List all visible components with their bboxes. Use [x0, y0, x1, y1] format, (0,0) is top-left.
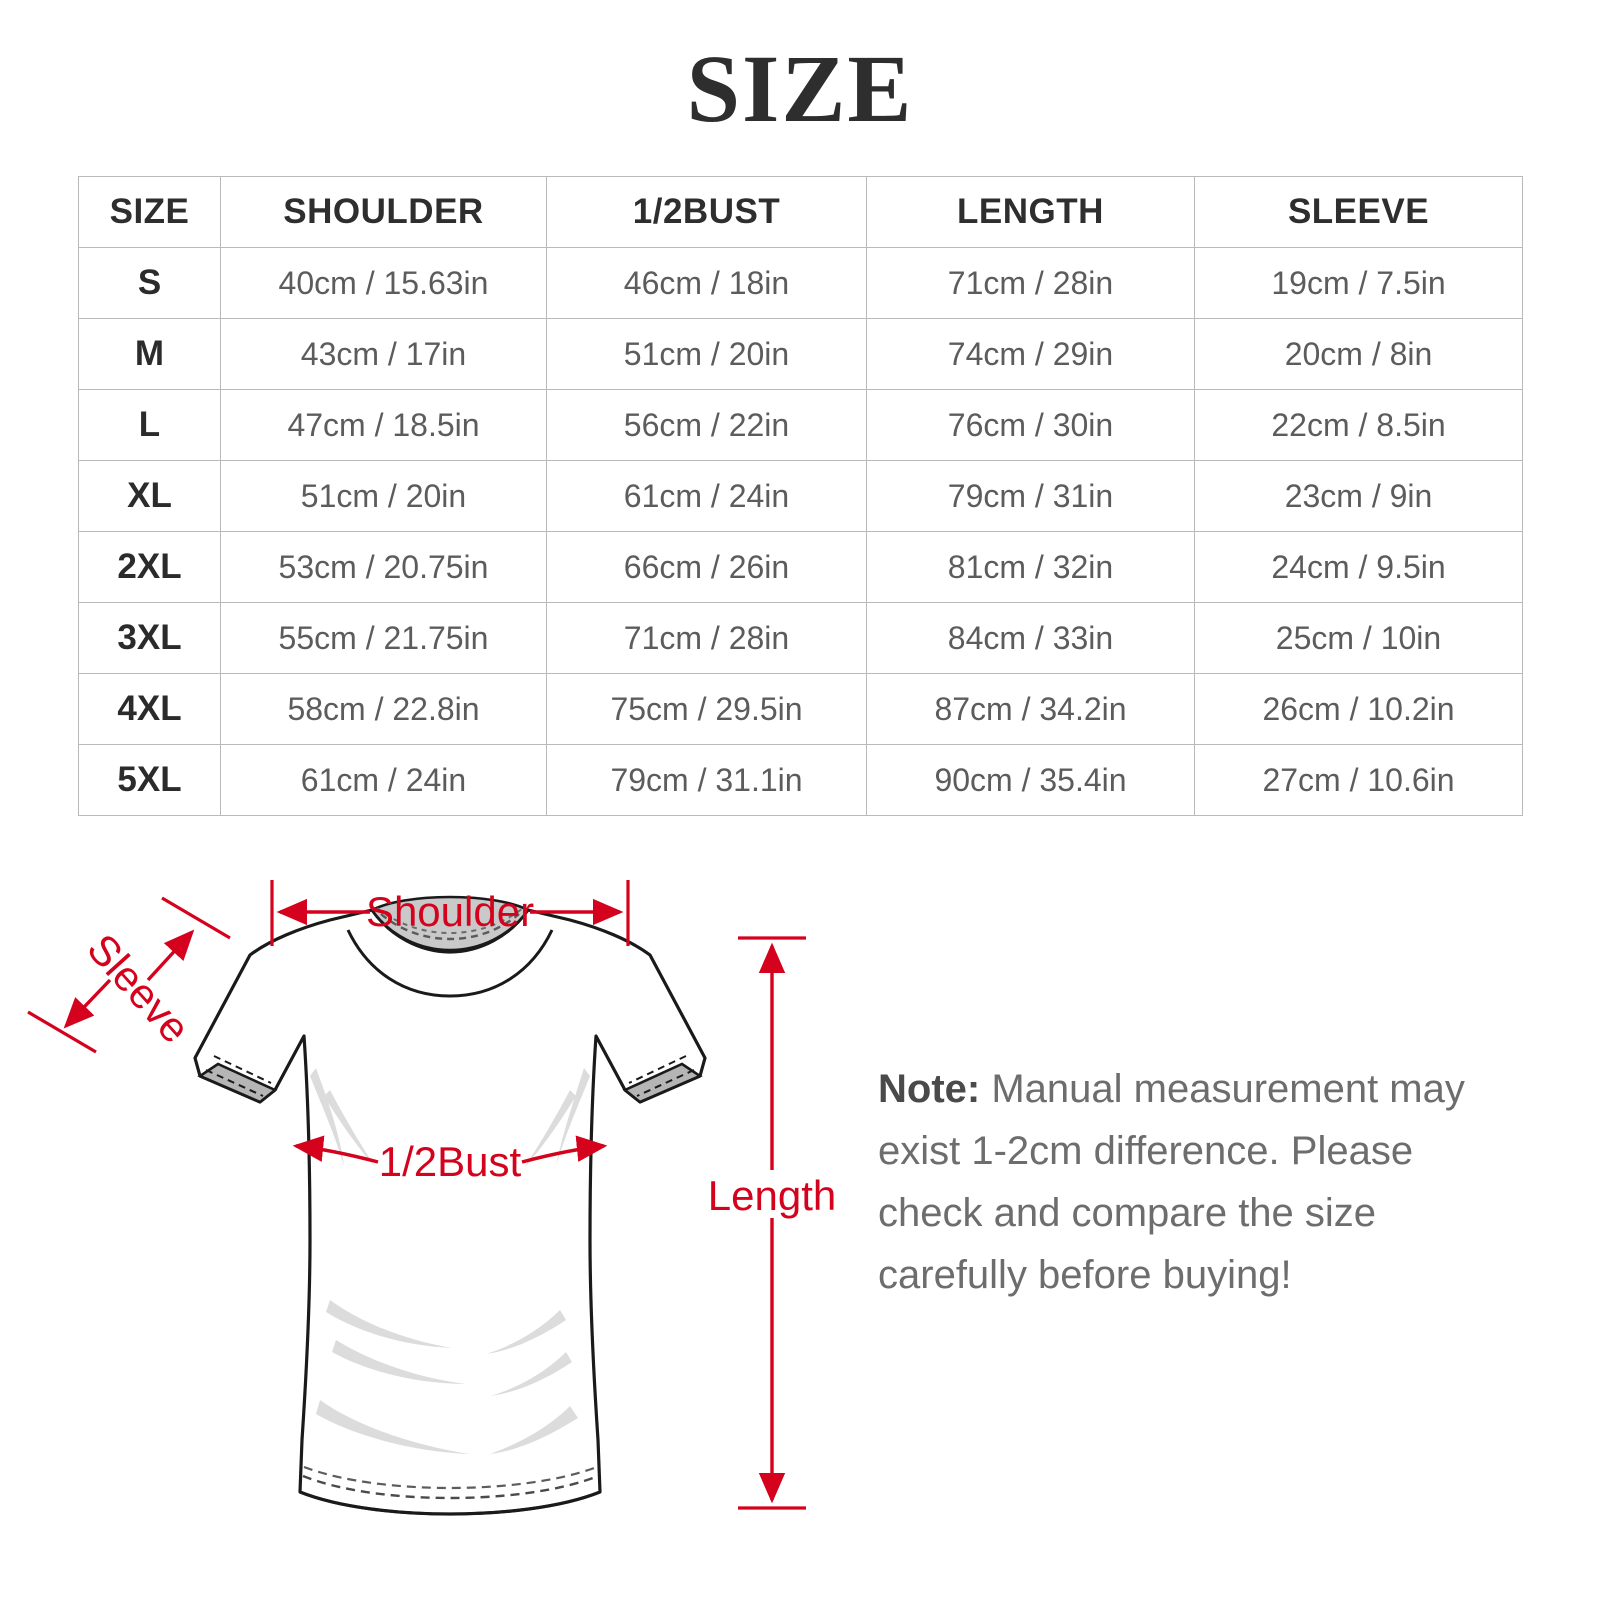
cell-length: 79cm / 31in: [866, 460, 1195, 532]
table-row: 4XL 58cm / 22.8in 75cm / 29.5in 87cm / 3…: [78, 673, 1523, 745]
half-bust-arrow-left: [292, 1135, 379, 1164]
tshirt-hem: [299, 1490, 601, 1516]
sleeve-tick-lower: [27, 1010, 97, 1054]
cell-size: S: [78, 247, 221, 319]
column-header-shoulder: SHOULDER: [220, 176, 547, 248]
cell-sleeve: 24cm / 9.5in: [1194, 531, 1523, 603]
cell-shoulder: 58cm / 22.8in: [220, 673, 547, 745]
left-sleeve-cuff: [197, 1062, 278, 1104]
cell-sleeve: 19cm / 7.5in: [1194, 247, 1523, 319]
cell-size: M: [78, 318, 221, 390]
cell-size: 4XL: [78, 673, 221, 745]
half-bust-measurement-annotation: 1/2Bust: [292, 1135, 608, 1185]
table-row: 2XL 53cm / 20.75in 66cm / 26in 81cm / 32…: [78, 531, 1523, 603]
cell-length: 84cm / 33in: [866, 602, 1195, 674]
shoulder-label: Shoulder: [366, 888, 534, 935]
half-bust-label: 1/2Bust: [379, 1138, 522, 1185]
table-row: M 43cm / 17in 51cm / 20in 74cm / 29in 20…: [78, 318, 1523, 390]
cell-bust: 46cm / 18in: [546, 247, 867, 319]
cell-bust: 51cm / 20in: [546, 318, 867, 390]
right-sleeve-cuff: [622, 1062, 703, 1104]
column-header-size: SIZE: [78, 176, 221, 248]
cell-sleeve: 20cm / 8in: [1194, 318, 1523, 390]
size-chart-table: SIZE SHOULDER 1/2BUST LENGTH SLEEVE S 40…: [78, 176, 1523, 816]
column-header-sleeve: SLEEVE: [1194, 176, 1523, 248]
table-row: XL 51cm / 20in 61cm / 24in 79cm / 31in 2…: [78, 460, 1523, 532]
cell-bust: 56cm / 22in: [546, 389, 867, 461]
table-row: 3XL 55cm / 21.75in 71cm / 28in 84cm / 33…: [78, 602, 1523, 674]
fabric-shadows: [310, 1068, 590, 1454]
cell-size: 3XL: [78, 602, 221, 674]
hem-stitch-line: [302, 1474, 599, 1500]
cell-sleeve: 25cm / 10in: [1194, 602, 1523, 674]
cell-size: 2XL: [78, 531, 221, 603]
cell-length: 81cm / 32in: [866, 531, 1195, 603]
half-bust-arrow-right: [521, 1135, 608, 1164]
length-measurement-annotation: Length: [708, 936, 836, 1510]
note-text: Manual measurement may exist 1-2cm diffe…: [878, 1067, 1465, 1297]
column-header-length: LENGTH: [866, 176, 1195, 248]
cell-size: 5XL: [78, 744, 221, 816]
table-row: L 47cm / 18.5in 56cm / 22in 76cm / 30in …: [78, 389, 1523, 461]
cell-bust: 61cm / 24in: [546, 460, 867, 532]
tshirt-illustration: [193, 895, 707, 1516]
cell-sleeve: 22cm / 8.5in: [1194, 389, 1523, 461]
collar-stitch-line-2: [376, 907, 524, 935]
page-title: SIZE: [686, 35, 914, 142]
note-label: Note:: [878, 1067, 981, 1111]
sleeve-arrow-lower: [63, 978, 112, 1029]
table-header-row: SIZE SHOULDER 1/2BUST LENGTH SLEEVE: [78, 176, 1523, 248]
cell-length: 74cm / 29in: [866, 318, 1195, 390]
cell-shoulder: 51cm / 20in: [220, 460, 547, 532]
cell-shoulder: 40cm / 15.63in: [220, 247, 547, 319]
column-header-bust: 1/2BUST: [546, 176, 867, 248]
cell-bust: 71cm / 28in: [546, 602, 867, 674]
cell-length: 90cm / 35.4in: [866, 744, 1195, 816]
sleeve-tick-upper: [161, 896, 231, 940]
cell-shoulder: 43cm / 17in: [220, 318, 547, 390]
tshirt-measurement-diagram: Shoulder Sleeve 1/2Bust Length: [0, 840, 900, 1570]
length-label: Length: [708, 1172, 836, 1219]
tshirt-body-outline: [193, 908, 707, 1516]
cell-size: L: [78, 389, 221, 461]
tshirt-collar-outer: [346, 929, 554, 998]
cell-size: XL: [78, 460, 221, 532]
cell-bust: 75cm / 29.5in: [546, 673, 867, 745]
table-row: S 40cm / 15.63in 46cm / 18in 71cm / 28in…: [78, 247, 1523, 319]
cell-sleeve: 23cm / 9in: [1194, 460, 1523, 532]
measurement-note: Note: Manual measurement may exist 1-2cm…: [878, 1058, 1508, 1306]
table-row: 5XL 61cm / 24in 79cm / 31.1in 90cm / 35.…: [78, 744, 1523, 816]
cell-shoulder: 47cm / 18.5in: [220, 389, 547, 461]
cell-shoulder: 55cm / 21.75in: [220, 602, 547, 674]
shoulder-measurement-annotation: Shoulder: [270, 880, 630, 946]
cell-sleeve: 26cm / 10.2in: [1194, 673, 1523, 745]
cell-length: 87cm / 34.2in: [866, 673, 1195, 745]
sleeve-arrow-upper: [146, 929, 195, 982]
cell-shoulder: 53cm / 20.75in: [220, 531, 547, 603]
sleeve-measurement-annotation: Sleeve: [27, 896, 231, 1054]
tshirt-collar-inner: [370, 895, 530, 952]
cell-bust: 66cm / 26in: [546, 531, 867, 603]
size-chart-table-container: SIZE SHOULDER 1/2BUST LENGTH SLEEVE S 40…: [78, 176, 1523, 816]
cell-sleeve: 27cm / 10.6in: [1194, 744, 1523, 816]
cell-length: 76cm / 30in: [866, 389, 1195, 461]
collar-stitch-line: [380, 913, 520, 941]
cell-bust: 79cm / 31.1in: [546, 744, 867, 816]
cell-length: 71cm / 28in: [866, 247, 1195, 319]
cell-shoulder: 61cm / 24in: [220, 744, 547, 816]
